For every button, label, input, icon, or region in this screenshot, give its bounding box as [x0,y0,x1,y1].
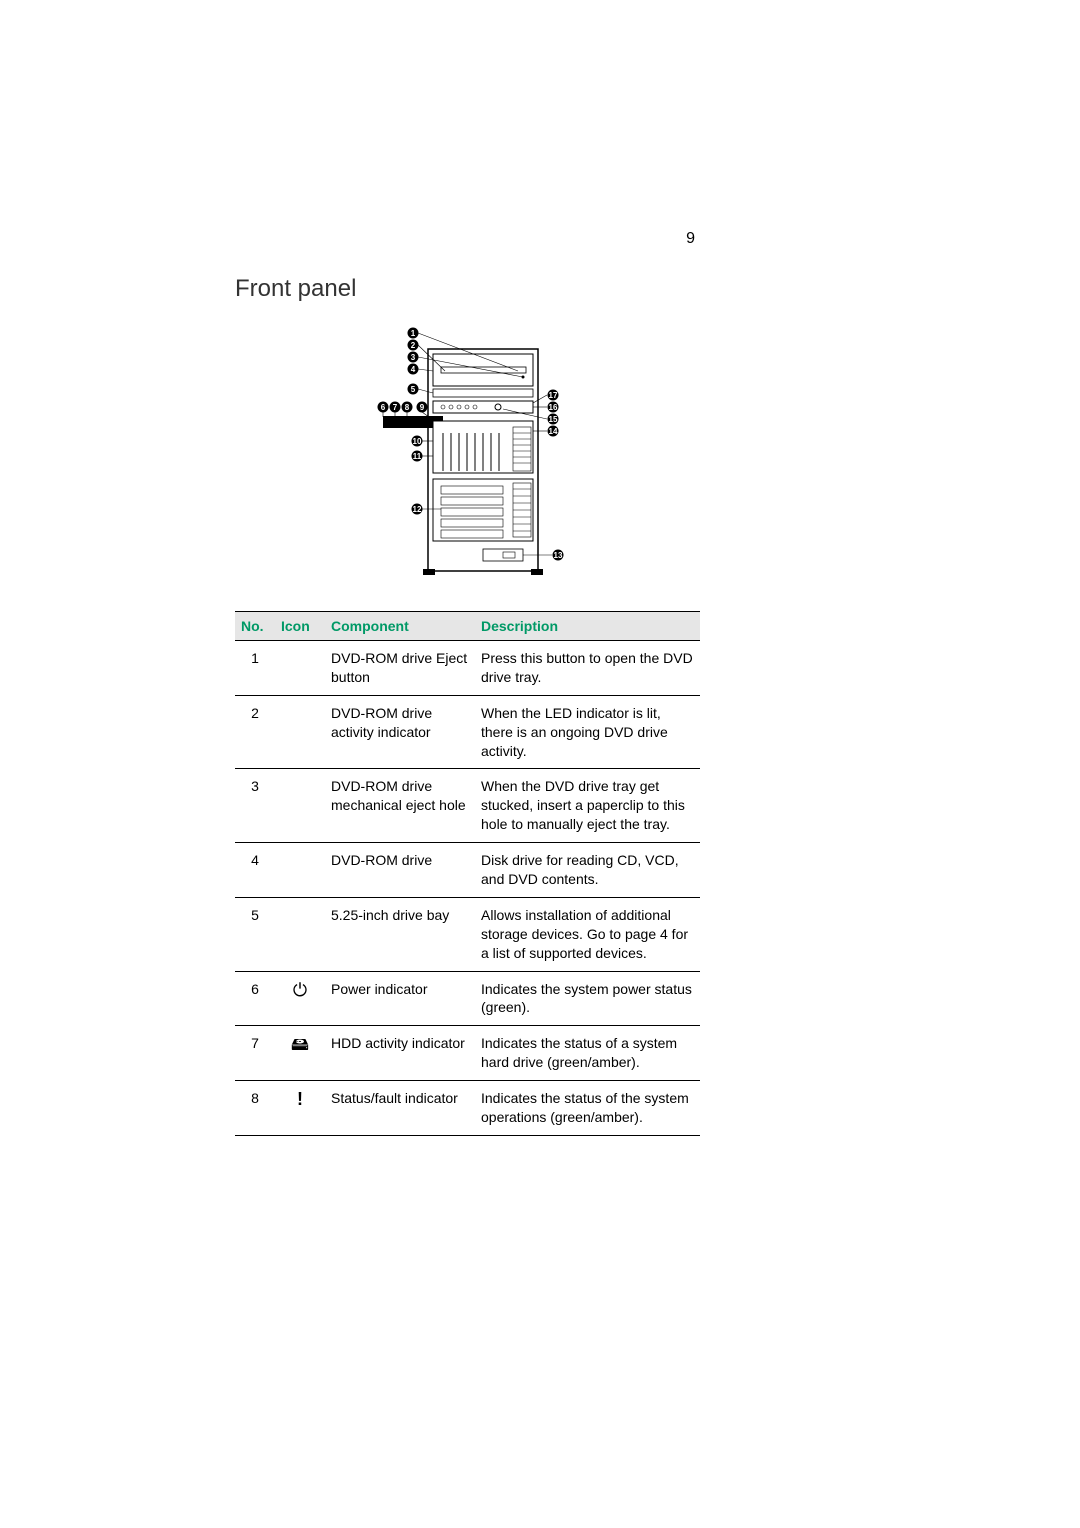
cell-no: 5 [235,897,275,971]
table-row: 1 DVD-ROM drive Eject button Press this … [235,641,700,696]
cell-description: Press this button to open the DVD drive … [475,641,700,696]
svg-text:○: ○ [386,431,390,437]
table-row: 5 5.25-inch drive bay Allows installatio… [235,897,700,971]
svg-text:8: 8 [404,403,409,412]
cell-component: Power indicator [325,971,475,1026]
hdd-icon: 🖴 [291,1032,309,1056]
cell-description: When the LED indicator is lit, there is … [475,695,700,769]
cell-component: DVD-ROM drive mechanical eject hole [325,769,475,843]
svg-text:16: 16 [548,403,557,412]
component-table: No. Icon Component Description 1 DVD-ROM… [235,611,700,1136]
cell-component: DVD-ROM drive activity indicator [325,695,475,769]
cell-no: 8 [235,1081,275,1136]
cell-no: 1 [235,641,275,696]
cell-icon: ⏻ [275,971,325,1026]
cell-icon: 🖴 [275,1026,325,1081]
cell-description: Disk drive for reading CD, VCD, and DVD … [475,843,700,898]
cell-description: When the DVD drive tray get stucked, ins… [475,769,700,843]
svg-text:12: 12 [412,505,421,514]
svg-text:Ａ: Ａ [408,430,414,437]
table-row: 6 ⏻ Power indicator Indicates the system… [235,971,700,1026]
svg-text:3: 3 [410,353,415,362]
cell-component: DVD-ROM drive Eject button [325,641,475,696]
col-no: No. [235,612,275,641]
page-number: 9 [686,230,695,248]
cell-icon: ! [275,1081,325,1136]
cell-component: HDD activity indicator [325,1026,475,1081]
front-panel-diagram: ○▮! ＡＡ [363,321,573,581]
svg-text:17: 17 [548,391,557,400]
svg-text:11: 11 [412,452,421,461]
col-description: Description [475,612,700,641]
svg-text:▮: ▮ [394,431,397,437]
svg-text:!: ! [403,431,405,437]
table-row: 7 🖴 HDD activity indicator Indicates the… [235,1026,700,1081]
cell-no: 2 [235,695,275,769]
page-content: Front panel ○ ▮! [235,275,700,1136]
cell-description: Indicates the status of a system hard dr… [475,1026,700,1081]
svg-text:2: 2 [410,341,415,350]
cell-icon [275,843,325,898]
svg-text:15: 15 [548,415,557,424]
cell-description: Indicates the status of the system opera… [475,1081,700,1136]
cell-description: Allows installation of additional storag… [475,897,700,971]
cell-icon [275,769,325,843]
svg-text:5: 5 [410,385,415,394]
cell-component: DVD-ROM drive [325,843,475,898]
svg-text:14: 14 [548,427,557,436]
table-row: 8 ! Status/fault indicator Indicates the… [235,1081,700,1136]
svg-text:10: 10 [412,437,421,446]
cell-no: 6 [235,971,275,1026]
col-component: Component [325,612,475,641]
svg-text:4: 4 [410,365,415,374]
fault-icon: ! [297,1087,303,1111]
cell-component: 5.25-inch drive bay [325,897,475,971]
power-icon: ⏻ [293,978,307,1002]
col-icon: Icon [275,612,325,641]
cell-icon [275,897,325,971]
cell-no: 3 [235,769,275,843]
svg-text:13: 13 [553,551,562,560]
table-row: 4 DVD-ROM drive Disk drive for reading C… [235,843,700,898]
svg-text:9: 9 [419,403,424,412]
table-header-row: No. Icon Component Description [235,612,700,641]
cell-icon [275,641,325,696]
cell-description: Indicates the system power status (green… [475,971,700,1026]
svg-text:7: 7 [392,403,397,412]
diagram-container: ○▮! ＡＡ [235,321,700,581]
table-row: 3 DVD-ROM drive mechanical eject hole Wh… [235,769,700,843]
svg-text:1: 1 [410,329,415,338]
cell-no: 4 [235,843,275,898]
svg-text:6: 6 [380,403,385,412]
table-row: 2 DVD-ROM drive activity indicator When … [235,695,700,769]
cell-icon [275,695,325,769]
cell-component: Status/fault indicator [325,1081,475,1136]
section-title: Front panel [235,275,700,303]
cell-no: 7 [235,1026,275,1081]
